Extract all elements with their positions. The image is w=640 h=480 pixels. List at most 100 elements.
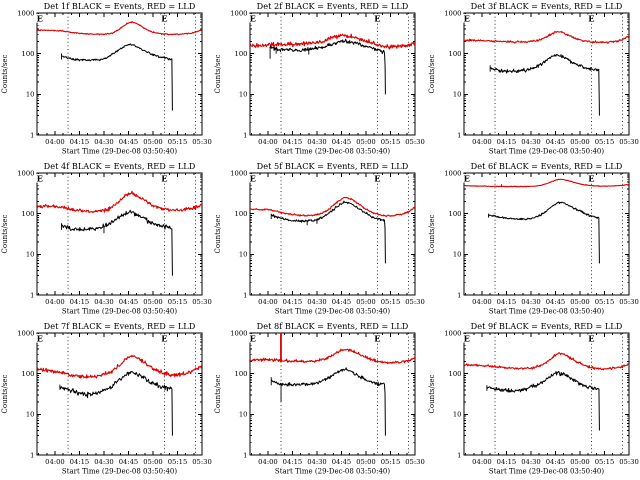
series-events-line	[489, 53, 600, 116]
plot-title: Det 8f BLACK = Events, RED = LLD	[257, 321, 409, 331]
x-tick-label: 04:45	[119, 458, 139, 466]
series-events-line	[59, 371, 173, 436]
series-events-line	[487, 201, 600, 264]
series-lld-line	[463, 178, 629, 188]
series-lld-line	[250, 196, 416, 218]
plot-frame	[463, 172, 630, 296]
plot-frame	[36, 12, 203, 136]
plot-title: Det 3f BLACK = Events, RED = LLD	[470, 1, 622, 11]
y-tick-label: 1	[30, 131, 34, 139]
eclipse-marker-backing	[36, 14, 44, 23]
eclipse-marker-label: E	[250, 174, 256, 184]
plot-panel: E E Det 5f BLACK = Events, RED = LLD 04:00 0…	[213, 160, 426, 320]
eclipse-marker-label: E	[161, 14, 167, 24]
plot-title: Det 6f BLACK = Events, RED = LLD	[470, 161, 622, 171]
y-axis-label: Counts/sec	[1, 214, 9, 253]
x-tick-label: 04:45	[545, 298, 565, 306]
eclipse-marker-label: E	[375, 174, 381, 184]
x-tick-label: 05:15	[381, 458, 401, 466]
y-tick-label: 100	[235, 370, 248, 378]
eclipse-marker-label: E	[250, 14, 256, 24]
x-tick-label: 04:15	[70, 138, 90, 146]
x-tick-label: 04:00	[472, 458, 492, 466]
y-tick-label: 10	[453, 251, 462, 259]
x-axis-label: Start Time (29-Dec-08 03:50:40)	[275, 467, 390, 475]
y-tick-label: 100	[235, 50, 248, 58]
eclipse-marker-backing	[160, 14, 169, 23]
x-tick-label: 04:00	[45, 138, 65, 146]
eclipse-marker-label: E	[463, 174, 469, 184]
eclipse-marker-backing	[374, 174, 382, 183]
x-tick-label: 05:15	[168, 298, 188, 306]
plot-frame	[249, 12, 416, 136]
plot-panel: E E Det 9f BLACK = Events, RED = LLD 04:00 0…	[427, 320, 640, 480]
x-tick-label: 05:15	[594, 298, 614, 306]
plot-title: Det 2f BLACK = Events, RED = LLD	[257, 1, 409, 11]
eclipse-marker-backing	[462, 14, 471, 23]
y-tick-label: 1000	[231, 329, 248, 337]
x-tick-label: 05:30	[619, 138, 639, 146]
series-lld-line	[36, 21, 202, 36]
eclipse-marker-backing	[587, 334, 595, 343]
plot-frame	[463, 332, 630, 456]
y-tick-label: 1000	[444, 169, 461, 177]
x-tick-label: 04:15	[496, 458, 516, 466]
x-tick-label: 04:15	[70, 458, 90, 466]
y-tick-label: 1	[457, 291, 461, 299]
plot-frame	[463, 12, 630, 136]
y-tick-label: 1	[243, 451, 247, 459]
x-tick-label: 04:15	[283, 138, 303, 146]
eclipse-marker-backing	[249, 174, 257, 183]
y-tick-label: 1	[457, 451, 461, 459]
x-tick-label: 04:15	[496, 138, 516, 146]
y-tick-label: 1	[30, 451, 34, 459]
eclipse-marker-backing	[160, 174, 169, 183]
x-tick-label: 04:45	[332, 458, 352, 466]
x-tick-label: 04:30	[308, 138, 328, 146]
series-lld-line	[250, 33, 416, 50]
x-tick-label: 04:00	[259, 138, 279, 146]
x-tick-label: 04:30	[521, 138, 541, 146]
x-tick-label: 04:00	[259, 458, 279, 466]
x-tick-label: 05:00	[570, 458, 590, 466]
axis-ticks	[463, 332, 630, 456]
eclipse-marker-label: E	[463, 14, 469, 24]
x-tick-label: 05:30	[192, 138, 212, 146]
eclipse-marker-label: E	[463, 334, 469, 344]
series-lld-line	[36, 354, 202, 379]
y-tick-label: 100	[448, 210, 461, 218]
y-tick-label: 10	[239, 91, 248, 99]
x-tick-label: 05:30	[406, 298, 426, 306]
y-tick-label: 1000	[231, 9, 248, 17]
y-tick-label: 1	[243, 131, 247, 139]
x-tick-label: 05:00	[143, 138, 163, 146]
y-tick-label: 100	[448, 370, 461, 378]
x-tick-label: 05:30	[619, 298, 639, 306]
y-tick-label: 1000	[444, 9, 461, 17]
axis-ticks	[36, 332, 203, 456]
y-tick-label: 1	[30, 291, 34, 299]
series-lld-line	[463, 352, 629, 371]
y-tick-label: 1000	[17, 169, 34, 177]
x-tick-label: 04:30	[521, 458, 541, 466]
x-axis-label: Start Time (29-Dec-08 03:50:40)	[275, 307, 390, 315]
y-tick-label: 10	[26, 251, 35, 259]
x-tick-label: 05:00	[570, 298, 590, 306]
x-tick-label: 05:00	[357, 458, 377, 466]
eclipse-marker-backing	[587, 14, 595, 23]
y-tick-label: 10	[453, 411, 462, 419]
y-tick-label: 1000	[231, 169, 248, 177]
y-axis-label: Counts/sec	[1, 374, 9, 413]
x-tick-label: 04:00	[472, 138, 492, 146]
x-tick-label: 05:15	[168, 138, 188, 146]
eclipse-marker-backing	[36, 174, 44, 183]
y-tick-label: 100	[22, 50, 35, 58]
axis-ticks	[250, 12, 416, 136]
x-tick-label: 05:00	[570, 138, 590, 146]
eclipse-marker-label: E	[375, 14, 381, 24]
